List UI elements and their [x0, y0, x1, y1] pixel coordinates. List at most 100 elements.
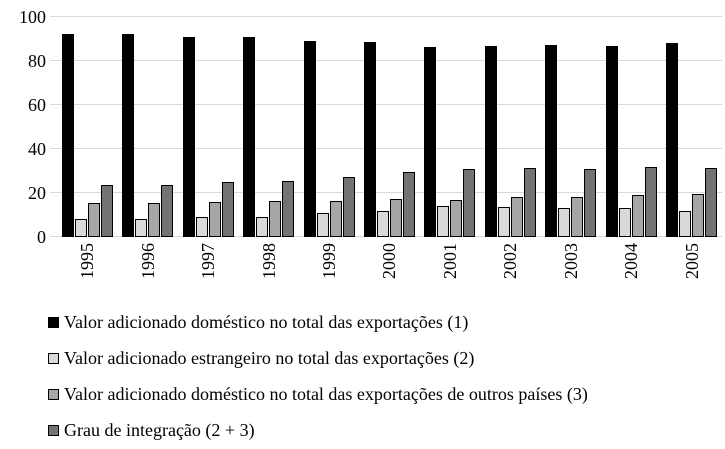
legend-marker-icon [48, 352, 59, 364]
bar-2004-series-2 [618, 208, 631, 237]
gridline-40 [50, 148, 722, 149]
bar-group-1998 [238, 17, 298, 237]
bar-2003-series-2 [558, 208, 571, 237]
bar-1995-series-4 [100, 185, 113, 237]
x-tick-label: 1998 [258, 243, 279, 279]
bar-2005-series-1 [666, 43, 679, 237]
bar-2004-series-3 [631, 195, 644, 237]
bar-2000-series-2 [376, 210, 389, 237]
bar-1997-series-1 [182, 36, 195, 237]
bar-1997-series-3 [208, 201, 221, 237]
legend-item: Valor adicionado estrangeiro no total da… [48, 340, 588, 376]
legend-item: Valor adicionado doméstico no total das … [48, 376, 588, 412]
bar-2000-series-4 [402, 172, 415, 237]
bar-group-1996 [117, 17, 177, 237]
bar-2000-series-1 [363, 42, 376, 237]
y-axis: 0 20 40 60 80 100 [0, 8, 46, 246]
legend-marker-icon [48, 316, 59, 328]
bar-2002-series-3 [510, 197, 523, 237]
x-tick-cell: 1995 [57, 243, 117, 298]
bar-groups [57, 17, 722, 237]
legend-marker-icon [48, 424, 59, 436]
legend-label: Grau de integração (2 + 3) [64, 420, 255, 440]
bar-2004-series-1 [605, 45, 618, 237]
gridline-20 [50, 192, 722, 193]
bar-2001-series-2 [437, 206, 450, 237]
x-tick-cell: 1996 [117, 243, 177, 298]
x-tick-cell: 2000 [359, 243, 419, 298]
x-tick-label: 1997 [198, 243, 219, 279]
legend: Valor adicionado doméstico no total das … [48, 304, 588, 448]
bar-2001-series-3 [450, 199, 463, 237]
x-tick-cell: 2004 [601, 243, 661, 298]
bar-2001-series-4 [463, 168, 476, 237]
x-tick-cell: 1998 [238, 243, 298, 298]
bar-group-1995 [57, 17, 117, 237]
gridline-100 [50, 16, 722, 17]
legend-label: Valor adicionado doméstico no total das … [64, 312, 469, 332]
x-tick-cell: 2003 [541, 243, 601, 298]
bar-2002-series-2 [497, 207, 510, 237]
x-tick-label: 1995 [77, 243, 98, 279]
y-tick-label: 0 [37, 227, 46, 247]
gridline-60 [50, 104, 722, 105]
x-tick-label: 2003 [560, 243, 581, 279]
bar-group-2005 [662, 17, 722, 237]
bar-1996-series-3 [148, 202, 161, 237]
bar-1996-series-1 [122, 33, 135, 237]
bar-1998-series-3 [269, 200, 282, 237]
x-tick-label: 2004 [621, 243, 642, 279]
bar-1999-series-4 [342, 176, 355, 237]
bar-2004-series-4 [644, 166, 657, 237]
x-tick-label: 2005 [681, 243, 702, 279]
bar-1999-series-2 [316, 212, 329, 237]
bar-group-2003 [541, 17, 601, 237]
bar-1999-series-3 [329, 200, 342, 237]
plot-area [50, 16, 722, 237]
bar-2002-series-1 [484, 45, 497, 237]
bar-1997-series-2 [195, 217, 208, 237]
bar-2002-series-4 [523, 167, 536, 237]
bar-group-1997 [178, 17, 238, 237]
x-tick-label: 2002 [500, 243, 521, 279]
bar-1996-series-2 [135, 219, 148, 237]
bar-1995-series-1 [61, 33, 74, 237]
bar-1996-series-4 [161, 185, 174, 237]
bar-2005-series-2 [679, 210, 692, 237]
x-tick-cell: 2002 [480, 243, 540, 298]
x-tick-label: 1999 [319, 243, 340, 279]
x-axis-labels: 1995 1996 1997 1998 1999 2000 2001 2002 2003 2004… [57, 243, 722, 298]
legend-marker-icon [48, 388, 59, 400]
y-tick-label: 80 [28, 51, 46, 71]
bar-1998-series-2 [256, 217, 269, 237]
x-tick-cell: 1997 [178, 243, 238, 298]
bar-2005-series-3 [692, 194, 705, 237]
legend-item: Valor adicionado doméstico no total das … [48, 304, 588, 340]
legend-item: Grau de integração (2 + 3) [48, 412, 588, 448]
bar-group-2000 [359, 17, 419, 237]
bar-1997-series-4 [221, 182, 234, 237]
bar-2000-series-3 [389, 198, 402, 237]
bar-2001-series-1 [424, 46, 437, 237]
x-tick-cell: 2001 [420, 243, 480, 298]
bar-group-2004 [601, 17, 661, 237]
x-tick-cell: 1999 [299, 243, 359, 298]
bar-1998-series-1 [243, 36, 256, 237]
x-tick-label: 1996 [137, 243, 158, 279]
bar-2003-series-3 [571, 197, 584, 237]
gridline-80 [50, 60, 722, 61]
legend-label: Valor adicionado doméstico no total das … [64, 384, 588, 404]
x-tick-cell: 2005 [662, 243, 722, 298]
bar-2005-series-4 [705, 167, 718, 237]
legend-label: Valor adicionado estrangeiro no total da… [64, 348, 475, 368]
bar-group-2002 [480, 17, 540, 237]
y-tick-label: 40 [28, 139, 46, 159]
bar-group-1999 [299, 17, 359, 237]
bar-1998-series-4 [282, 180, 295, 237]
bar-2003-series-4 [584, 168, 597, 237]
bar-group-2001 [420, 17, 480, 237]
bar-1995-series-3 [87, 202, 100, 237]
x-tick-label: 2000 [379, 243, 400, 279]
bar-1995-series-2 [74, 219, 87, 237]
